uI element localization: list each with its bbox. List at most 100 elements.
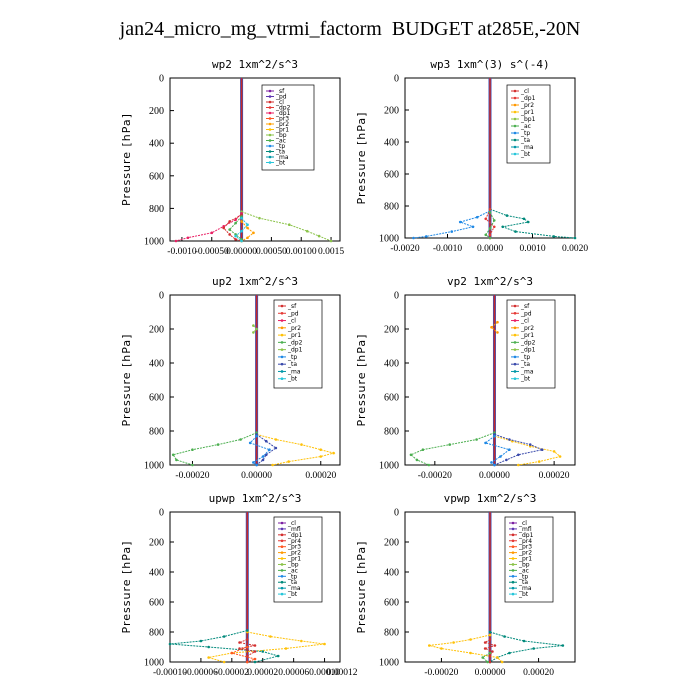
legend-entry: _dp2 xyxy=(275,105,291,112)
data-point xyxy=(253,657,257,661)
legend-marker xyxy=(280,575,284,578)
legend-marker xyxy=(280,557,284,560)
legend-marker xyxy=(513,117,517,121)
legend-marker xyxy=(513,355,517,359)
legend-entry: _pr2 xyxy=(287,550,301,557)
chart-title: wp2 1xm^2/s^3 xyxy=(212,58,298,71)
data-point xyxy=(427,463,431,467)
x-tick-label: -0.0020 xyxy=(390,244,420,254)
data-point xyxy=(245,638,249,641)
data-point xyxy=(305,229,309,233)
legend-entry: _dp1 xyxy=(287,532,303,539)
data-point xyxy=(440,647,443,650)
legend-marker xyxy=(511,545,515,548)
legend-entry: _tp xyxy=(287,354,297,361)
legend-entry: _pr3 xyxy=(518,544,532,551)
legend-marker xyxy=(511,557,515,560)
legend-marker xyxy=(513,103,517,107)
data-point xyxy=(492,219,496,222)
legend-marker xyxy=(280,569,284,572)
y-axis-label: Pressure [hPa] xyxy=(355,541,368,634)
data-point xyxy=(207,656,210,659)
data-point xyxy=(517,453,520,457)
legend-entry: _ma xyxy=(518,585,532,592)
data-point xyxy=(492,225,496,229)
legend-marker xyxy=(268,122,272,126)
legend-marker xyxy=(280,326,284,330)
data-point xyxy=(230,651,234,655)
data-point xyxy=(496,331,499,334)
data-point xyxy=(234,221,237,225)
legend-marker xyxy=(280,333,284,337)
data-point xyxy=(238,647,241,650)
data-point xyxy=(246,236,249,240)
series-line xyxy=(429,634,503,663)
y-tick-label: 600 xyxy=(149,393,164,404)
data-point xyxy=(469,638,472,641)
legend-marker xyxy=(280,362,284,366)
data-point xyxy=(488,633,492,637)
data-point xyxy=(264,453,268,457)
data-point xyxy=(499,455,502,458)
plot-frame xyxy=(404,294,576,466)
data-point xyxy=(191,448,194,452)
data-point xyxy=(526,220,530,224)
legend-marker xyxy=(511,580,515,584)
legend-marker xyxy=(280,341,284,344)
data-point xyxy=(207,645,210,649)
data-point xyxy=(573,236,577,240)
data-point xyxy=(253,644,257,647)
data-point xyxy=(287,223,291,226)
legend-marker xyxy=(511,533,515,537)
legend-entry: _pr2 xyxy=(287,325,301,332)
x-tick-label: -0.00020 xyxy=(424,668,458,678)
legend-marker xyxy=(511,563,515,566)
y-tick-label: 600 xyxy=(384,170,399,181)
y-tick-label: 200 xyxy=(149,538,164,549)
legend-marker xyxy=(268,155,272,159)
y-tick-label: 0 xyxy=(159,508,164,519)
data-point xyxy=(261,650,265,653)
legend-entry: _cl xyxy=(520,318,529,325)
series-line xyxy=(241,211,332,242)
legend-marker xyxy=(511,592,515,596)
data-point xyxy=(528,443,532,446)
legend-marker xyxy=(511,539,515,543)
chart-title: up2 1xm^2/s^3 xyxy=(212,275,298,288)
series-line xyxy=(256,433,277,466)
data-point xyxy=(415,458,419,462)
x-tick-label: -0.00050 xyxy=(195,247,229,257)
data-point xyxy=(222,660,226,664)
legend-entry: _pr1 xyxy=(275,127,289,134)
legend-entry: _pr2 xyxy=(520,325,534,332)
x-tick-label: 0.0000 xyxy=(477,244,503,254)
data-point xyxy=(174,239,178,243)
legend-entry: _bp xyxy=(287,561,299,568)
legend-entry: _cl xyxy=(287,318,296,325)
chart-panel-up2: up2 1xm^2/s^3 Pressure [hPa] 0 200 400 600 800… xyxy=(120,275,341,481)
legend-marker xyxy=(513,304,517,308)
legend-marker xyxy=(513,319,517,322)
legend-entry: _pr4 xyxy=(518,538,532,545)
data-point xyxy=(522,217,526,221)
y-tick-label: 800 xyxy=(384,427,399,438)
y-tick-label: 1000 xyxy=(379,461,399,472)
data-point xyxy=(234,218,237,222)
data-point xyxy=(252,331,255,334)
y-tick-label: 800 xyxy=(149,204,164,215)
data-point xyxy=(505,214,509,217)
y-tick-label: 800 xyxy=(384,202,399,213)
data-point xyxy=(427,644,431,647)
data-point xyxy=(505,458,508,462)
legend-entry: _ma xyxy=(520,144,534,151)
data-point xyxy=(246,223,249,226)
legend-marker xyxy=(513,138,517,142)
series-line xyxy=(169,630,281,663)
data-point xyxy=(448,443,452,446)
legend-entry: _ac xyxy=(520,123,531,130)
legend-entry: _sf xyxy=(520,303,530,310)
legend-entry: _ma xyxy=(275,154,289,161)
data-point xyxy=(240,220,243,223)
y-tick-label: 0 xyxy=(394,508,399,519)
chart-panel-wp3: wp3 1xm^(3) s^(-4) Pressure [hPa] 0 200 400 6… xyxy=(355,58,588,254)
